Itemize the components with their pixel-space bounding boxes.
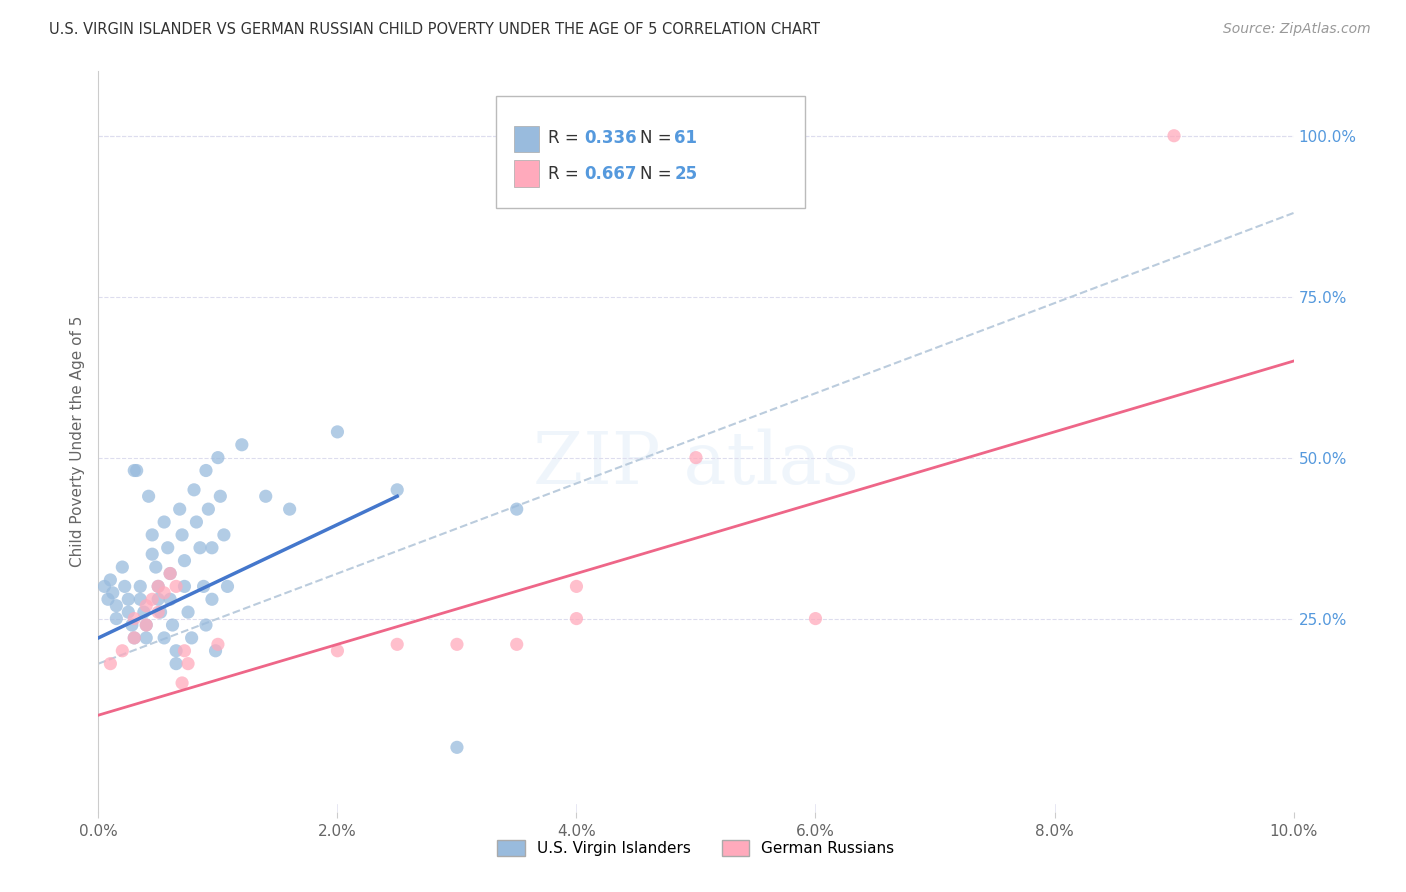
Point	[180, 631, 202, 645]
Point	[217, 579, 239, 593]
Point	[173, 554, 195, 568]
Point	[117, 592, 139, 607]
Point	[207, 637, 229, 651]
Point	[141, 592, 163, 607]
Point	[124, 631, 146, 645]
Text: 25: 25	[675, 165, 697, 183]
Text: 0.667: 0.667	[585, 165, 637, 183]
Point	[159, 592, 181, 607]
Point	[209, 489, 232, 503]
Point	[385, 483, 409, 497]
Point	[204, 644, 226, 658]
Point	[135, 599, 157, 613]
Point	[141, 547, 163, 561]
Point	[129, 592, 152, 607]
Point	[153, 515, 176, 529]
Point	[254, 489, 277, 503]
Point	[201, 541, 224, 555]
Text: R =: R =	[547, 129, 583, 147]
Point	[186, 515, 208, 529]
Point	[148, 579, 170, 593]
Point	[188, 541, 211, 555]
Point	[98, 573, 122, 587]
Point	[159, 566, 181, 581]
Point	[145, 560, 167, 574]
Point	[165, 579, 187, 593]
Point	[101, 586, 124, 600]
Point	[446, 637, 468, 651]
Point	[506, 637, 529, 651]
Point	[169, 502, 191, 516]
Text: N =: N =	[641, 129, 678, 147]
Point	[231, 438, 253, 452]
Point	[97, 592, 120, 607]
Point	[197, 502, 219, 516]
Point	[326, 425, 349, 439]
Point	[153, 586, 176, 600]
Point	[105, 611, 128, 625]
Point	[114, 579, 136, 593]
Point	[129, 579, 152, 593]
Point	[278, 502, 301, 516]
Point	[326, 644, 349, 658]
Point	[177, 605, 200, 619]
Point	[117, 605, 139, 619]
Point	[148, 579, 170, 593]
Point	[172, 528, 194, 542]
Point	[135, 618, 157, 632]
Point	[111, 560, 134, 574]
Point	[138, 489, 160, 503]
Point	[121, 618, 143, 632]
Point	[506, 502, 529, 516]
Text: 61: 61	[675, 129, 697, 147]
Text: ZIP atlas: ZIP atlas	[533, 428, 859, 499]
Point	[565, 611, 588, 625]
Point	[156, 541, 179, 555]
Point	[153, 631, 176, 645]
Point	[212, 528, 235, 542]
Point	[165, 657, 187, 671]
Point	[124, 611, 146, 625]
Point	[195, 618, 218, 632]
Point	[98, 657, 122, 671]
Point	[685, 450, 707, 465]
Point	[132, 605, 155, 619]
Point	[1163, 128, 1185, 143]
Point	[148, 605, 170, 619]
Point	[159, 566, 181, 581]
Point	[201, 592, 224, 607]
Point	[183, 483, 205, 497]
Point	[565, 579, 588, 593]
Text: Source: ZipAtlas.com: Source: ZipAtlas.com	[1223, 22, 1371, 37]
Point	[124, 631, 146, 645]
Point	[93, 579, 115, 593]
Point	[446, 740, 468, 755]
Text: U.S. VIRGIN ISLANDER VS GERMAN RUSSIAN CHILD POVERTY UNDER THE AGE OF 5 CORRELAT: U.S. VIRGIN ISLANDER VS GERMAN RUSSIAN C…	[49, 22, 820, 37]
Point	[125, 463, 148, 477]
Point	[385, 637, 409, 651]
Point	[148, 592, 170, 607]
Point	[207, 450, 229, 465]
Point	[804, 611, 827, 625]
Point	[165, 644, 187, 658]
Point	[105, 599, 128, 613]
Point	[135, 631, 157, 645]
Point	[141, 528, 163, 542]
Point	[195, 463, 218, 477]
Text: R =: R =	[547, 165, 583, 183]
Legend: U.S. Virgin Islanders, German Russians: U.S. Virgin Islanders, German Russians	[498, 840, 894, 856]
Point	[172, 676, 194, 690]
Point	[193, 579, 215, 593]
Point	[173, 579, 195, 593]
Point	[162, 618, 184, 632]
Point	[135, 618, 157, 632]
Point	[177, 657, 200, 671]
Point	[149, 605, 172, 619]
Text: 0.336: 0.336	[585, 129, 637, 147]
Y-axis label: Child Poverty Under the Age of 5: Child Poverty Under the Age of 5	[69, 316, 84, 567]
Text: N =: N =	[641, 165, 678, 183]
Point	[173, 644, 195, 658]
Point	[111, 644, 134, 658]
Point	[124, 463, 146, 477]
